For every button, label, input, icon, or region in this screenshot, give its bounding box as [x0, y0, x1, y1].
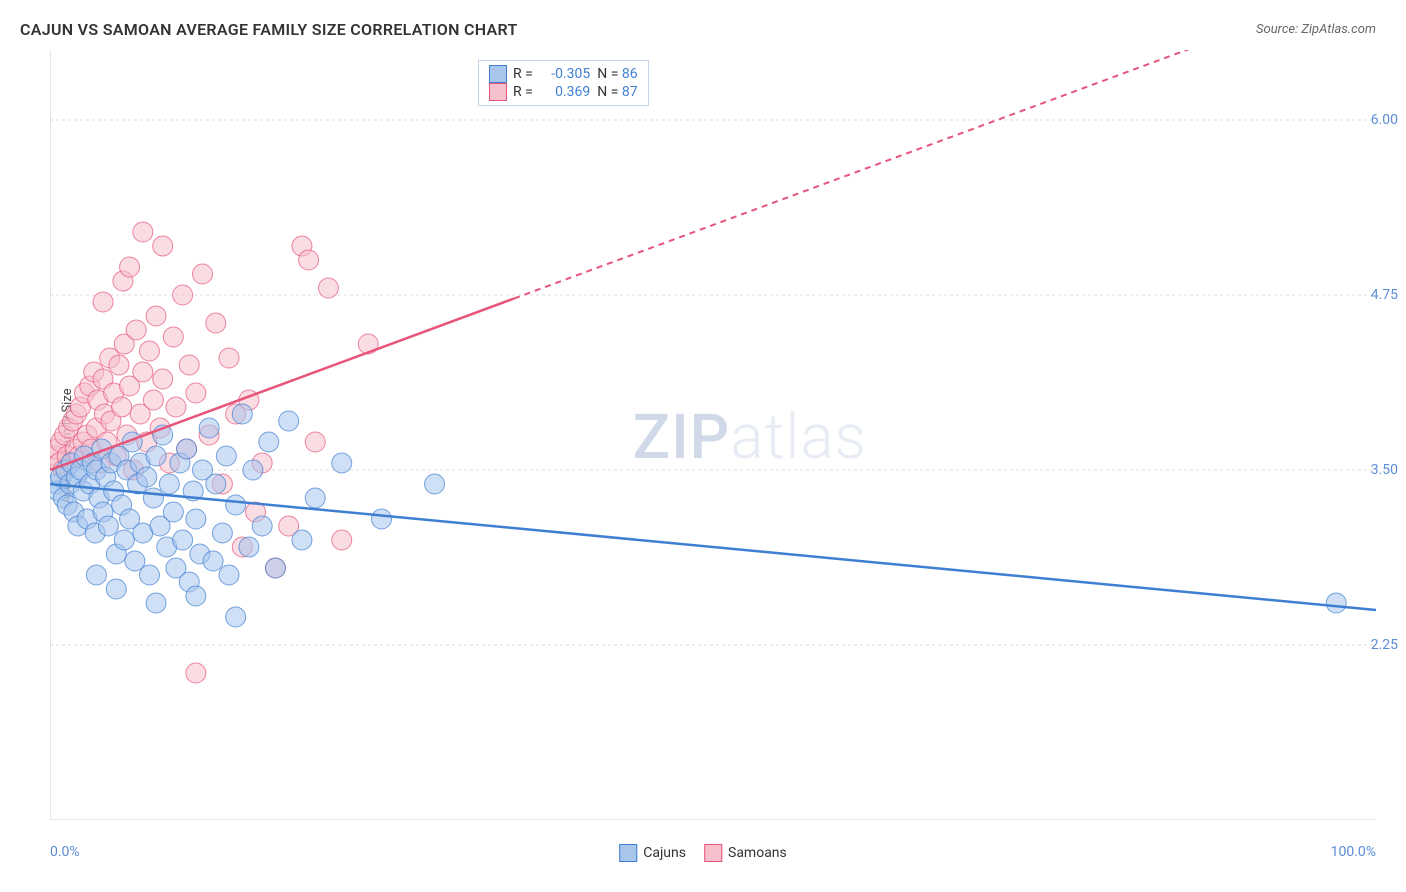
chart-plot [50, 50, 1376, 820]
cajun-swatch-icon [619, 844, 637, 862]
y-tick-label: 3.50 [1371, 462, 1398, 478]
series-legend: Cajuns Samoans [619, 844, 787, 862]
y-tick-label: 6.00 [1371, 112, 1398, 128]
y-tick-label: 4.75 [1371, 287, 1398, 303]
samoan-swatch-icon [704, 844, 722, 862]
stats-legend-box: R = -0.305 N = 86R = 0.369 N = 87 [478, 60, 649, 106]
x-axis-end-label: 100.0% [1331, 844, 1376, 860]
y-tick-label: 2.25 [1371, 637, 1398, 653]
stats-row: R = -0.305 N = 86 [489, 65, 638, 83]
samoan-swatch-icon [489, 83, 507, 101]
legend-item: Cajuns [619, 844, 686, 862]
chart-title: CAJUN VS SAMOAN AVERAGE FAMILY SIZE CORR… [20, 20, 518, 39]
stats-row: R = 0.369 N = 87 [489, 83, 638, 101]
x-axis-start-label: 0.0% [50, 844, 80, 860]
cajun-swatch-icon [489, 65, 507, 83]
legend-item: Samoans [704, 844, 787, 862]
chart-container: CAJUN VS SAMOAN AVERAGE FAMILY SIZE CORR… [0, 0, 1406, 892]
legend-label: Samoans [728, 845, 787, 861]
source-citation: Source: ZipAtlas.com [1256, 22, 1376, 37]
legend-label: Cajuns [643, 845, 686, 861]
